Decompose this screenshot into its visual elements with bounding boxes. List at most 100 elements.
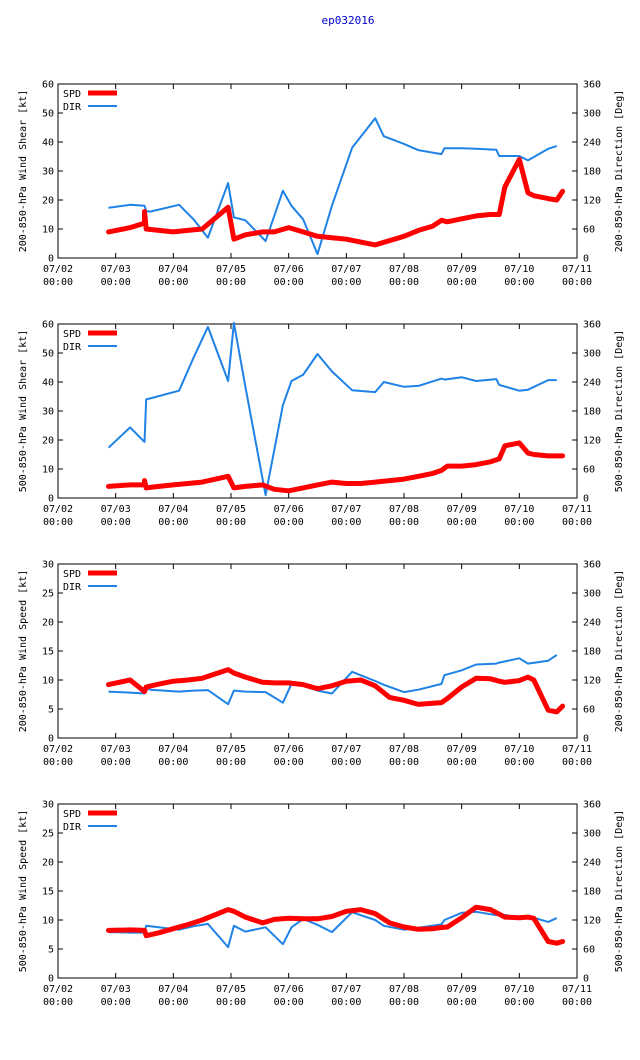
x-tick-label: 00:00 xyxy=(101,517,131,528)
y-tick-label: 0 xyxy=(48,734,54,745)
x-tick-label: 07/05 xyxy=(216,744,246,755)
y2-tick-label: 120 xyxy=(583,196,601,207)
y-tick-label: 25 xyxy=(42,829,54,840)
x-tick-label: 07/04 xyxy=(158,984,188,995)
x-tick-label: 07/08 xyxy=(389,744,419,755)
x-tick-label: 07/02 xyxy=(43,504,73,515)
y2-tick-label: 240 xyxy=(583,378,601,389)
x-tick-label: 07/07 xyxy=(331,504,361,515)
y2-tick-label: 60 xyxy=(583,945,595,956)
x-tick-label: 00:00 xyxy=(216,997,246,1008)
x-tick-label: 07/04 xyxy=(158,744,188,755)
x-tick-label: 07/09 xyxy=(447,984,477,995)
y2-tick-label: 360 xyxy=(583,80,601,91)
y2-tick-label: 300 xyxy=(583,829,601,840)
y2-tick-label: 180 xyxy=(583,167,601,178)
y-tick-label: 10 xyxy=(42,225,54,236)
x-tick-label: 00:00 xyxy=(216,517,246,528)
x-tick-label: 00:00 xyxy=(389,277,419,288)
y2-axis-label: 200-850-hPa Direction [Deg] xyxy=(614,90,625,253)
legend-label: SPD xyxy=(63,569,81,580)
y-tick-label: 20 xyxy=(42,618,54,629)
x-tick-label: 00:00 xyxy=(101,757,131,768)
y-tick-label: 25 xyxy=(42,589,54,600)
y-tick-label: 0 xyxy=(48,974,54,985)
y2-tick-label: 0 xyxy=(583,974,589,985)
x-tick-label: 07/08 xyxy=(389,504,419,515)
x-tick-label: 07/06 xyxy=(274,984,304,995)
x-tick-label: 07/06 xyxy=(274,264,304,275)
x-tick-label: 00:00 xyxy=(158,757,188,768)
legend: SPD DIR xyxy=(63,569,117,593)
x-tick-label: 00:00 xyxy=(447,997,477,1008)
x-tick-label: 07/10 xyxy=(504,264,534,275)
x-tick-label: 07/10 xyxy=(504,984,534,995)
y2-tick-label: 60 xyxy=(583,465,595,476)
x-tick-label: 07/11 xyxy=(562,984,592,995)
x-tick-label: 00:00 xyxy=(562,517,592,528)
series-spd-line xyxy=(106,904,566,946)
y-tick-label: 30 xyxy=(42,167,54,178)
x-tick-label: 00:00 xyxy=(389,997,419,1008)
legend-label: SPD xyxy=(63,809,81,820)
x-tick-label: 00:00 xyxy=(274,517,304,528)
legend-label: SPD xyxy=(63,89,81,100)
x-tick-label: 00:00 xyxy=(101,997,131,1008)
x-tick-label: 00:00 xyxy=(504,277,534,288)
y-tick-label: 20 xyxy=(42,196,54,207)
y-axis-label: 200-850-hPa Wind Shear [kt] xyxy=(18,90,29,253)
x-tick-label: 00:00 xyxy=(447,277,477,288)
x-tick-label: 07/02 xyxy=(43,984,73,995)
x-tick-label: 00:00 xyxy=(274,997,304,1008)
x-tick-label: 00:00 xyxy=(216,757,246,768)
x-tick-label: 00:00 xyxy=(43,517,73,528)
x-tick-label: 07/08 xyxy=(389,264,419,275)
x-tick-label: 00:00 xyxy=(43,997,73,1008)
plot-frame xyxy=(57,563,578,739)
x-tick-label: 07/02 xyxy=(43,744,73,755)
y2-tick-label: 60 xyxy=(583,705,595,716)
y2-tick-label: 0 xyxy=(583,254,589,265)
series-dir-line xyxy=(108,117,558,256)
x-tick-label: 07/10 xyxy=(504,744,534,755)
x-tick-label: 07/08 xyxy=(389,984,419,995)
plot-frame xyxy=(57,323,578,499)
legend-label: DIR xyxy=(63,582,82,593)
x-tick-label: 07/07 xyxy=(331,264,361,275)
y-tick-label: 0 xyxy=(48,254,54,265)
x-tick-label: 07/03 xyxy=(101,264,131,275)
y-tick-label: 0 xyxy=(48,494,54,505)
x-tick-label: 00:00 xyxy=(504,997,534,1008)
x-tick-label: 00:00 xyxy=(447,757,477,768)
y-axis-label: 200-850-hPa Wind Speed [kt] xyxy=(18,570,29,733)
x-tick-label: 00:00 xyxy=(158,277,188,288)
y2-tick-label: 240 xyxy=(583,138,601,149)
x-tick-label: 07/10 xyxy=(504,504,534,515)
panel-500-850-speed: 05101520253006012018024030036007/0200:00… xyxy=(18,800,625,1009)
y2-tick-label: 300 xyxy=(583,589,601,600)
y2-axis-label: 500-850-hPa Direction [Deg] xyxy=(614,330,625,493)
legend: SPD DIR xyxy=(63,809,117,833)
plot-frame xyxy=(57,83,578,259)
x-tick-label: 07/09 xyxy=(447,744,477,755)
y2-axis-label: 500-850-hPa Direction [Deg] xyxy=(614,810,625,973)
x-tick-label: 07/09 xyxy=(447,504,477,515)
y-tick-label: 40 xyxy=(42,138,54,149)
y-tick-label: 60 xyxy=(42,80,54,91)
y-tick-label: 50 xyxy=(42,109,54,120)
x-tick-label: 00:00 xyxy=(331,277,361,288)
x-tick-label: 00:00 xyxy=(504,757,534,768)
y-tick-label: 10 xyxy=(42,676,54,687)
y2-axis-label: 200-850-hPa Direction [Deg] xyxy=(614,570,625,733)
x-tick-label: 07/04 xyxy=(158,264,188,275)
y2-tick-label: 300 xyxy=(583,109,601,120)
x-tick-label: 00:00 xyxy=(158,517,188,528)
series-spd-line xyxy=(106,156,566,248)
x-tick-label: 07/05 xyxy=(216,984,246,995)
x-tick-label: 00:00 xyxy=(158,997,188,1008)
x-tick-label: 00:00 xyxy=(389,517,419,528)
legend-label: DIR xyxy=(63,822,82,833)
x-tick-label: 00:00 xyxy=(562,997,592,1008)
x-tick-label: 00:00 xyxy=(216,277,246,288)
x-tick-label: 00:00 xyxy=(274,277,304,288)
